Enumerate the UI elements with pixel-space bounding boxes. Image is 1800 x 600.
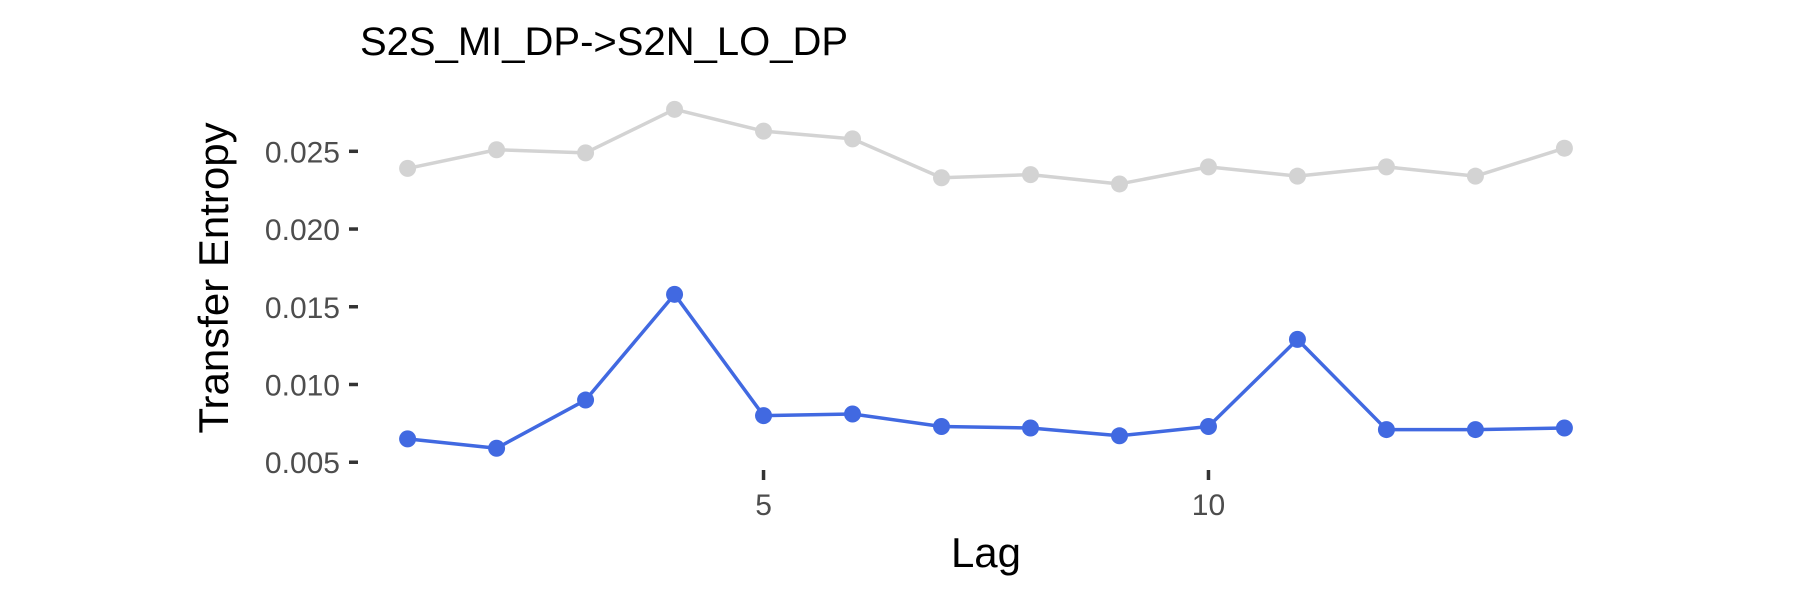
data-point <box>1021 166 1039 184</box>
y-tick-label: 0.005 <box>265 447 340 480</box>
series-1 <box>399 100 1573 193</box>
y-tick-label: 0.015 <box>265 292 340 325</box>
y-axis-label: Transfer Entropy <box>190 122 237 433</box>
data-point <box>844 130 862 148</box>
data-point <box>1199 158 1217 176</box>
x-axis: 5 10 <box>755 470 1225 522</box>
data-point <box>755 122 773 140</box>
data-point <box>666 100 684 118</box>
series-line <box>405 292 1567 450</box>
x-tick-label: 10 <box>1192 489 1225 522</box>
data-point <box>844 405 862 423</box>
data-point <box>1555 139 1573 157</box>
data-point <box>1377 421 1395 439</box>
data-point <box>577 391 595 409</box>
y-tick-label: 0.010 <box>265 369 340 402</box>
data-point <box>933 417 951 435</box>
data-point <box>933 169 951 187</box>
data-point <box>1377 158 1395 176</box>
data-point <box>488 439 506 457</box>
chart-title: S2S_MI_DP->S2N_LO_DP <box>360 20 848 64</box>
data-point <box>1199 417 1217 435</box>
data-point <box>1466 421 1484 439</box>
data-point <box>755 407 773 425</box>
data-point <box>1466 167 1484 185</box>
y-tick-label: 0.020 <box>265 214 340 247</box>
data-point <box>666 285 684 303</box>
data-point <box>1021 419 1039 437</box>
x-axis-label: Lag <box>951 529 1021 576</box>
data-point <box>1110 175 1128 193</box>
series-layer <box>399 100 1573 457</box>
data-point <box>399 159 417 177</box>
data-point <box>577 144 595 162</box>
y-axis: 0.005 0.010 0.015 0.020 0.025 <box>265 136 358 480</box>
data-point <box>399 430 417 448</box>
data-point <box>488 141 506 159</box>
x-tick-label: 5 <box>755 489 772 522</box>
data-point <box>1288 167 1306 185</box>
y-tick-label: 0.025 <box>265 136 340 169</box>
data-point <box>1110 427 1128 445</box>
series-line <box>405 107 1567 186</box>
series-2 <box>399 285 1573 457</box>
data-point <box>1288 330 1306 348</box>
data-point <box>1555 419 1573 437</box>
